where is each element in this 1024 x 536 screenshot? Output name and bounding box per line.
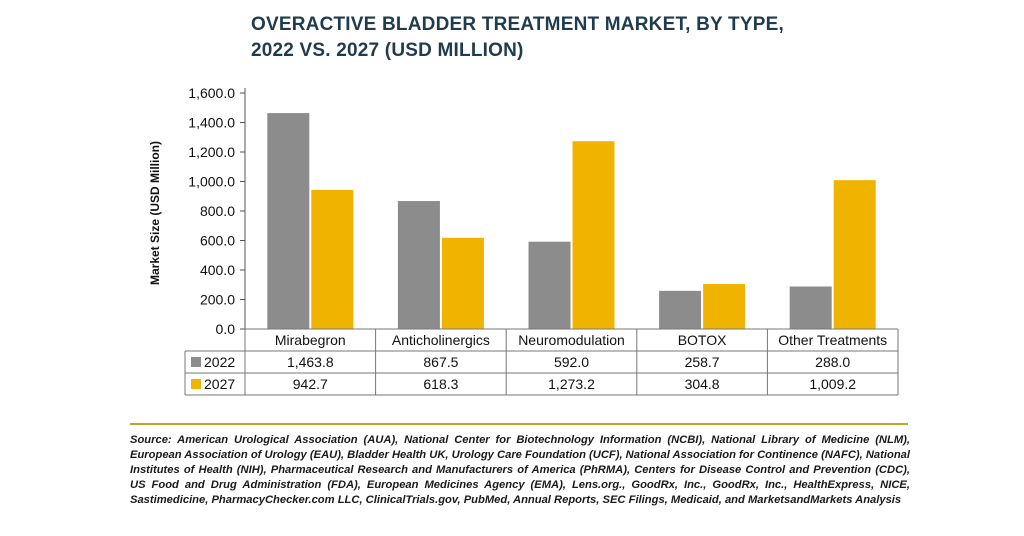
chart-title-line-1: OVERACTIVE BLADDER TREATMENT MARKET, BY … — [251, 14, 784, 35]
bar-2027-neuromodulation — [572, 141, 615, 329]
bar-2027-botox — [703, 284, 746, 329]
y-tick-label: 1,400.0 — [188, 115, 235, 131]
data-label-2027: 1,009.2 — [809, 376, 856, 392]
chart-title-line-2: 2022 VS. 2027 (USD MILLION) — [251, 40, 524, 61]
data-label-2027: 1,273.2 — [548, 376, 595, 392]
data-label-2022: 592.0 — [554, 354, 589, 370]
chart-title: OVERACTIVE BLADDER TREATMENT MARKET, BY … — [251, 12, 784, 64]
bar-2027-other-treatments — [833, 180, 876, 329]
x-category-label: Anticholinergics — [392, 332, 490, 348]
y-tick-label: 0.0 — [216, 321, 236, 337]
source-divider — [130, 423, 908, 425]
bar-2027-mirabegron — [311, 189, 354, 329]
bar-2022-neuromodulation — [528, 241, 571, 329]
bar-2022-other-treatments — [789, 286, 832, 329]
y-tick-label: 400.0 — [200, 262, 235, 278]
data-label-2022: 258.7 — [685, 354, 720, 370]
y-tick-label: 1,600.0 — [188, 85, 235, 101]
bar-2022-botox — [659, 290, 702, 329]
data-label-2022: 288.0 — [815, 354, 850, 370]
data-label-2027: 304.8 — [685, 376, 720, 392]
bar-2027-anticholinergics — [441, 237, 484, 329]
source-note: Source: American Urological Association … — [130, 434, 910, 506]
legend-swatch-2027 — [191, 379, 201, 389]
legend-label-2022: 2022 — [204, 354, 235, 370]
bar-2022-anticholinergics — [397, 201, 440, 329]
legend-swatch-2022 — [191, 357, 201, 367]
y-tick-label: 600.0 — [200, 233, 235, 249]
data-label-2022: 867.5 — [423, 354, 458, 370]
data-label-2027: 618.3 — [423, 376, 458, 392]
y-tick-label: 1,000.0 — [188, 174, 235, 190]
bar-chart: 0.0 200.0 400.0 600.0 800.0 1,000.0 1,200.0 1,4… — [184, 85, 899, 396]
x-category-label: Mirabegron — [275, 332, 346, 348]
y-tick-label: 1,200.0 — [188, 144, 235, 160]
y-tick-label: 800.0 — [200, 203, 235, 219]
bar-2022-mirabegron — [267, 113, 310, 329]
y-tick-label: 200.0 — [200, 292, 235, 308]
data-label-2022: 1,463.8 — [287, 354, 334, 370]
data-label-2027: 942.7 — [293, 376, 328, 392]
x-category-label: Neuromodulation — [518, 332, 625, 348]
legend-label-2027: 2027 — [204, 376, 235, 392]
x-category-label: BOTOX — [678, 332, 727, 348]
x-category-label: Other Treatments — [778, 332, 887, 348]
